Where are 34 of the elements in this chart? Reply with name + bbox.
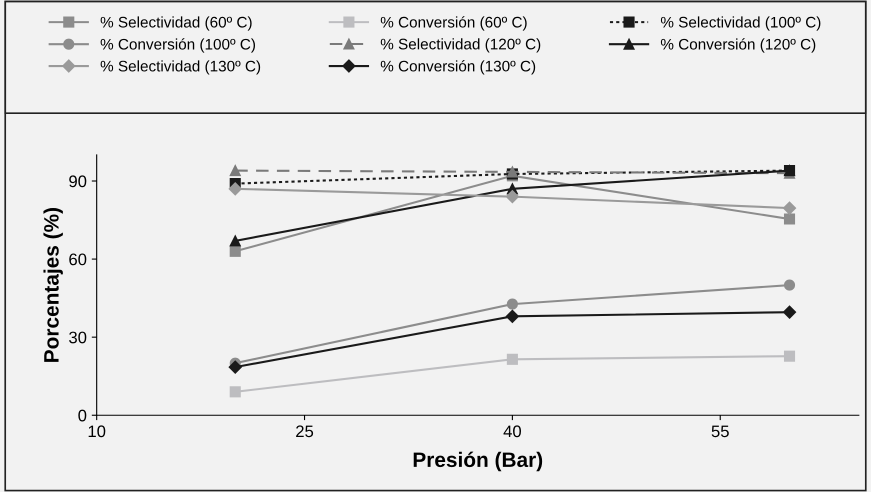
legend-label: % Conversión (100º C) [100,38,256,53]
point [506,354,518,365]
legend-label: % Conversión (60º C) [380,16,527,31]
legend-label: % Selectividad (100º C) [660,16,820,31]
x-tick-label: 40 [504,425,522,438]
y-tick-label: 60 [69,253,86,266]
legend-label: % Conversión (120º C) [660,38,816,53]
point [784,280,796,291]
point [782,306,796,319]
point [230,235,241,246]
x-axis-title: Presión (Bar) [414,452,542,472]
legend-label: % Conversión (130º C) [380,60,536,75]
point [784,213,796,225]
y-tick-label: 90 [69,175,86,188]
legend-label: % Selectividad (130º C) [100,60,260,75]
point [506,310,519,323]
point [506,166,518,178]
x-tick-label: 55 [712,426,729,438]
point [506,190,519,204]
y-tick-label: 0 [78,410,86,422]
point [784,350,796,362]
point [230,386,241,398]
point [230,246,241,257]
legend-label: % Selectividad (120º C) [380,38,540,52]
point [506,298,518,310]
legend-label: % Selectividad (60º C) [100,16,252,31]
y-axis-title: Porcentajes (%) [43,208,63,362]
x-tick-label: 10 [88,425,106,438]
point [228,182,242,196]
point [782,201,796,215]
x-tick-label: 25 [296,425,314,438]
point [228,360,242,374]
point [230,165,241,176]
y-tick-label: 30 [69,332,86,344]
